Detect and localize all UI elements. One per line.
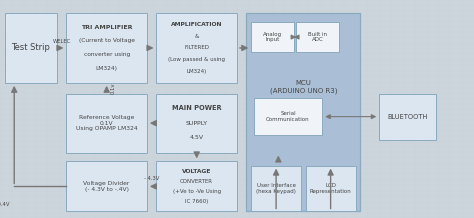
Text: WELEC: WELEC — [53, 39, 71, 44]
Text: MAIN POWER: MAIN POWER — [172, 106, 221, 111]
Text: Voltage Divider
(- 4.3V to -.4V): Voltage Divider (- 4.3V to -.4V) — [83, 181, 130, 192]
FancyBboxPatch shape — [156, 161, 237, 211]
Text: CONVERTER: CONVERTER — [180, 179, 213, 184]
Text: VOLTAGE: VOLTAGE — [182, 169, 211, 174]
FancyBboxPatch shape — [246, 13, 360, 211]
Text: converter using: converter using — [83, 53, 130, 57]
Text: LM324): LM324) — [96, 66, 118, 71]
Text: LCD
Representation: LCD Representation — [310, 183, 352, 194]
Text: LM324): LM324) — [187, 69, 207, 74]
Text: (Low passed & using: (Low passed & using — [168, 57, 225, 62]
Text: TRI AMPLIFIER: TRI AMPLIFIER — [81, 25, 132, 29]
Text: - 0.4V: - 0.4V — [0, 203, 9, 207]
Text: SUPPLY: SUPPLY — [186, 121, 208, 126]
Text: &: & — [194, 34, 199, 39]
FancyBboxPatch shape — [156, 94, 237, 153]
FancyBboxPatch shape — [5, 13, 57, 83]
Text: (Current to Voltage: (Current to Voltage — [79, 39, 135, 43]
FancyBboxPatch shape — [66, 94, 147, 153]
FancyBboxPatch shape — [251, 166, 301, 211]
Text: MCU
(ARDUINO UNO R3): MCU (ARDUINO UNO R3) — [270, 80, 337, 94]
Text: - 4.3V: - 4.3V — [144, 176, 159, 181]
FancyBboxPatch shape — [156, 13, 237, 83]
Text: BLUETOOTH: BLUETOOTH — [387, 114, 428, 120]
FancyBboxPatch shape — [306, 166, 356, 211]
Text: 4.5V: 4.5V — [190, 135, 204, 140]
Text: Serial
Communication: Serial Communication — [266, 111, 310, 122]
FancyBboxPatch shape — [379, 94, 436, 140]
FancyBboxPatch shape — [296, 22, 339, 52]
FancyBboxPatch shape — [251, 22, 294, 52]
FancyBboxPatch shape — [254, 98, 322, 135]
Text: Reference Voltage
0.1V
Using OPAMP LM324: Reference Voltage 0.1V Using OPAMP LM324 — [76, 115, 137, 131]
Text: (+Ve to -Ve Using: (+Ve to -Ve Using — [173, 189, 221, 194]
Text: Analog
Input: Analog Input — [263, 32, 282, 43]
Text: Built in
ADC: Built in ADC — [308, 32, 327, 43]
Text: User Interface
(hexa Keypad): User Interface (hexa Keypad) — [256, 183, 296, 194]
Text: AMPLIFICATION: AMPLIFICATION — [171, 22, 222, 27]
Text: FILTERED: FILTERED — [184, 46, 209, 50]
FancyBboxPatch shape — [66, 161, 147, 211]
Text: Test Strip: Test Strip — [11, 43, 50, 53]
FancyBboxPatch shape — [66, 13, 147, 83]
Text: 0.1v: 0.1v — [110, 83, 116, 94]
Text: IC 7660): IC 7660) — [185, 199, 209, 204]
